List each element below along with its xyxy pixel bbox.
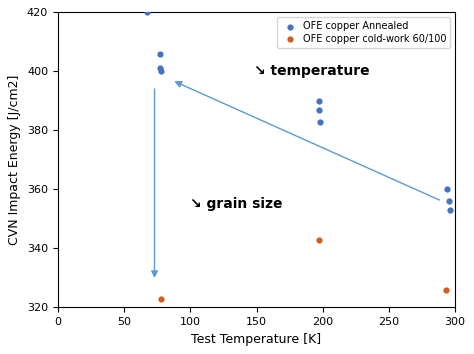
- OFE copper Annealed: [446, 207, 454, 213]
- X-axis label: Test Temperature [K]: Test Temperature [K]: [191, 333, 321, 346]
- OFE copper Annealed: [445, 198, 452, 204]
- OFE copper Annealed: [143, 10, 150, 15]
- OFE copper cold-work 60/100: [157, 296, 165, 301]
- Legend: OFE copper Annealed, OFE copper cold-work 60/100: OFE copper Annealed, OFE copper cold-wor…: [277, 17, 450, 48]
- Y-axis label: CVN Impact Energy [J/cm2]: CVN Impact Energy [J/cm2]: [9, 75, 21, 245]
- OFE copper cold-work 60/100: [442, 287, 450, 292]
- OFE copper Annealed: [156, 65, 164, 71]
- OFE copper Annealed: [315, 107, 322, 113]
- OFE copper Annealed: [316, 119, 324, 124]
- OFE copper Annealed: [315, 98, 322, 104]
- OFE copper Annealed: [156, 51, 164, 57]
- OFE copper cold-work 60/100: [315, 237, 322, 242]
- OFE copper Annealed: [157, 69, 165, 74]
- Text: ↘ grain size: ↘ grain size: [190, 197, 283, 211]
- Text: ↘ temperature: ↘ temperature: [254, 64, 370, 78]
- OFE copper Annealed: [444, 187, 451, 192]
